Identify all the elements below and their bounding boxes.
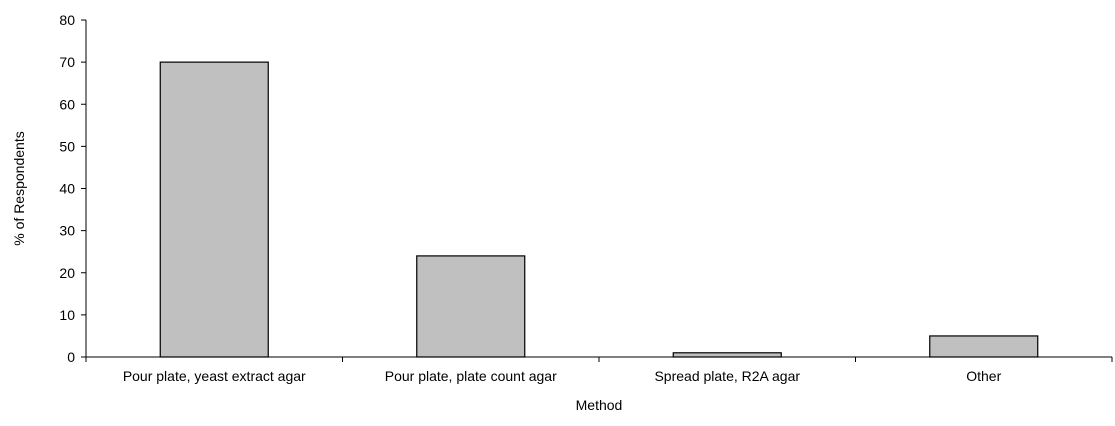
bar [416,255,526,358]
y-tick-label: 80 [59,12,75,28]
y-tick-label: 70 [59,54,75,70]
y-tick-label: 50 [59,138,75,154]
y-tick-label: 10 [59,307,75,323]
x-axis-tick-labels: Pour plate, yeast extract agar Pour plate… [85,357,1113,384]
y-tick-label: 0 [67,349,75,365]
x-tick-label: Other [966,368,1001,384]
y-tick-label: 40 [59,181,75,197]
bars [159,61,1039,358]
y-tick-label: 20 [59,265,75,281]
bar [159,61,269,358]
x-tick-label: Pour plate, plate count agar [385,368,557,384]
bar [672,352,782,358]
y-axis-title: % of Respondents [11,131,27,245]
x-axis-title: Method [576,397,623,413]
x-tick-label: Pour plate, yeast extract agar [123,368,306,384]
y-tick-label: 60 [59,96,75,112]
bar [929,335,1039,358]
x-tick-label: Spread plate, R2A agar [654,368,800,384]
y-axis-ticks: 0 10 20 30 40 50 60 70 80 [59,12,86,365]
y-tick-label: 30 [59,223,75,239]
